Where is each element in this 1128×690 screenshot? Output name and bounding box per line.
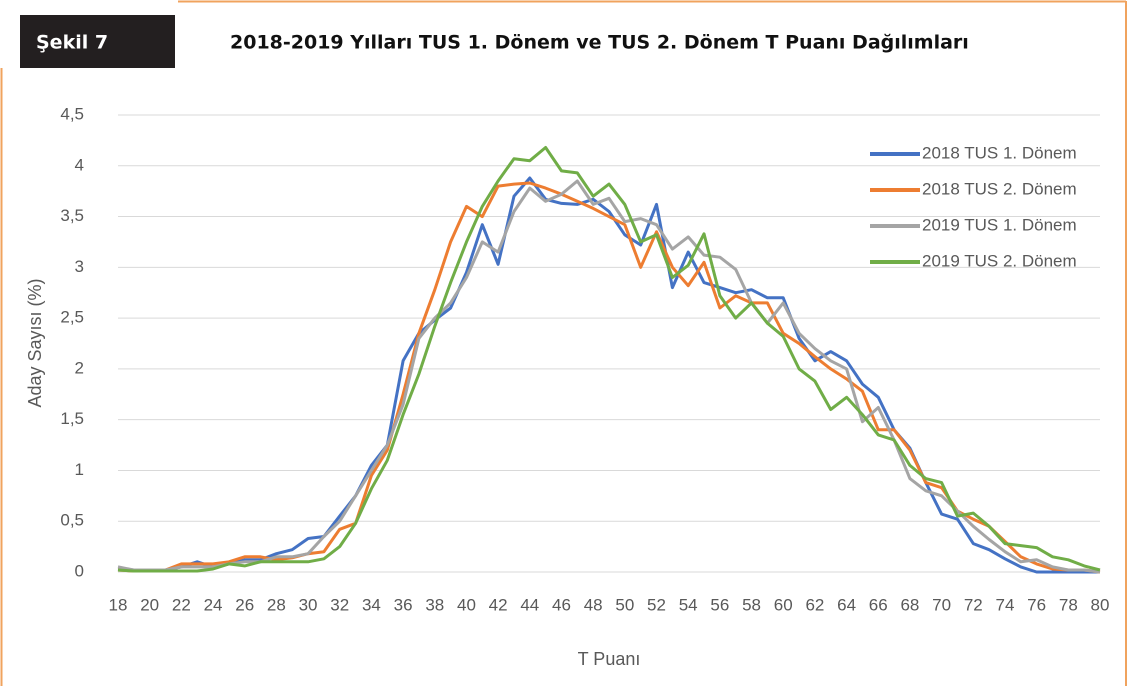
x-tick-label: 58 — [742, 595, 761, 614]
y-tick-label: 2 — [75, 358, 84, 377]
x-tick-label: 40 — [457, 595, 476, 614]
x-tick-label: 60 — [774, 595, 793, 614]
x-tick-label: 78 — [1059, 595, 1078, 614]
y-tick-label: 1,5 — [60, 409, 84, 428]
x-tick-label: 62 — [805, 595, 824, 614]
x-tick-label: 18 — [109, 595, 128, 614]
x-tick-label: 42 — [489, 595, 508, 614]
x-tick-label: 68 — [900, 595, 919, 614]
x-tick-label: 22 — [172, 595, 191, 614]
x-tick-label: 32 — [330, 595, 349, 614]
data-line — [117, 179, 1101, 574]
x-tick-label: 64 — [837, 595, 856, 614]
data-line — [117, 176, 1100, 574]
legend-label: 2019 TUS 1. Dönem — [922, 215, 1077, 234]
x-tick-label: 24 — [204, 595, 223, 614]
x-tick-label: 54 — [679, 595, 698, 614]
x-tick-label: 28 — [267, 595, 286, 614]
x-tick-label: 48 — [584, 595, 603, 614]
x-tick-label: 74 — [996, 595, 1015, 614]
x-tick-label: 34 — [362, 595, 381, 614]
figure-label-box — [20, 15, 175, 68]
x-tick-label: 26 — [235, 595, 254, 614]
y-tick-label: 0,5 — [60, 511, 84, 530]
y-tick-label: 2,5 — [60, 308, 84, 327]
data-line — [117, 146, 1101, 573]
x-tick-label: 50 — [615, 595, 634, 614]
x-tick-label: 20 — [140, 595, 159, 614]
x-tick-label: 76 — [1027, 595, 1046, 614]
x-tick-label: 56 — [710, 595, 729, 614]
legend-label: 2018 TUS 2. Dönem — [922, 179, 1077, 198]
figure-label: Şekil 7 — [36, 32, 108, 54]
y-tick-label: 4 — [75, 155, 84, 174]
x-tick-label: 80 — [1091, 595, 1110, 614]
x-tick-label: 46 — [552, 595, 571, 614]
legend-label: 2018 TUS 1. Dönem — [922, 143, 1077, 162]
y-tick-label: 4,5 — [60, 104, 84, 123]
y-tick-label: 0 — [75, 561, 84, 580]
x-tick-label: 36 — [394, 595, 413, 614]
y-axis-label: Aday Sayısı (%) — [25, 278, 45, 407]
x-tick-label: 44 — [520, 595, 539, 614]
x-tick-label: 30 — [299, 595, 318, 614]
chart-title: 2018-2019 Yılları TUS 1. Dönem ve TUS 2.… — [230, 32, 969, 54]
x-tick-label: 72 — [964, 595, 983, 614]
data-line — [117, 181, 1101, 574]
y-tick-label: 1 — [75, 460, 84, 479]
x-axis-label: T Puanı — [578, 649, 641, 669]
x-tick-label: 52 — [647, 595, 666, 614]
y-tick-label: 3 — [75, 257, 84, 276]
x-tick-label: 38 — [425, 595, 444, 614]
y-tick-label: 3,5 — [60, 206, 84, 225]
x-tick-label: 66 — [869, 595, 888, 614]
legend-label: 2019 TUS 2. Dönem — [922, 251, 1077, 270]
x-tick-label: 70 — [932, 595, 951, 614]
